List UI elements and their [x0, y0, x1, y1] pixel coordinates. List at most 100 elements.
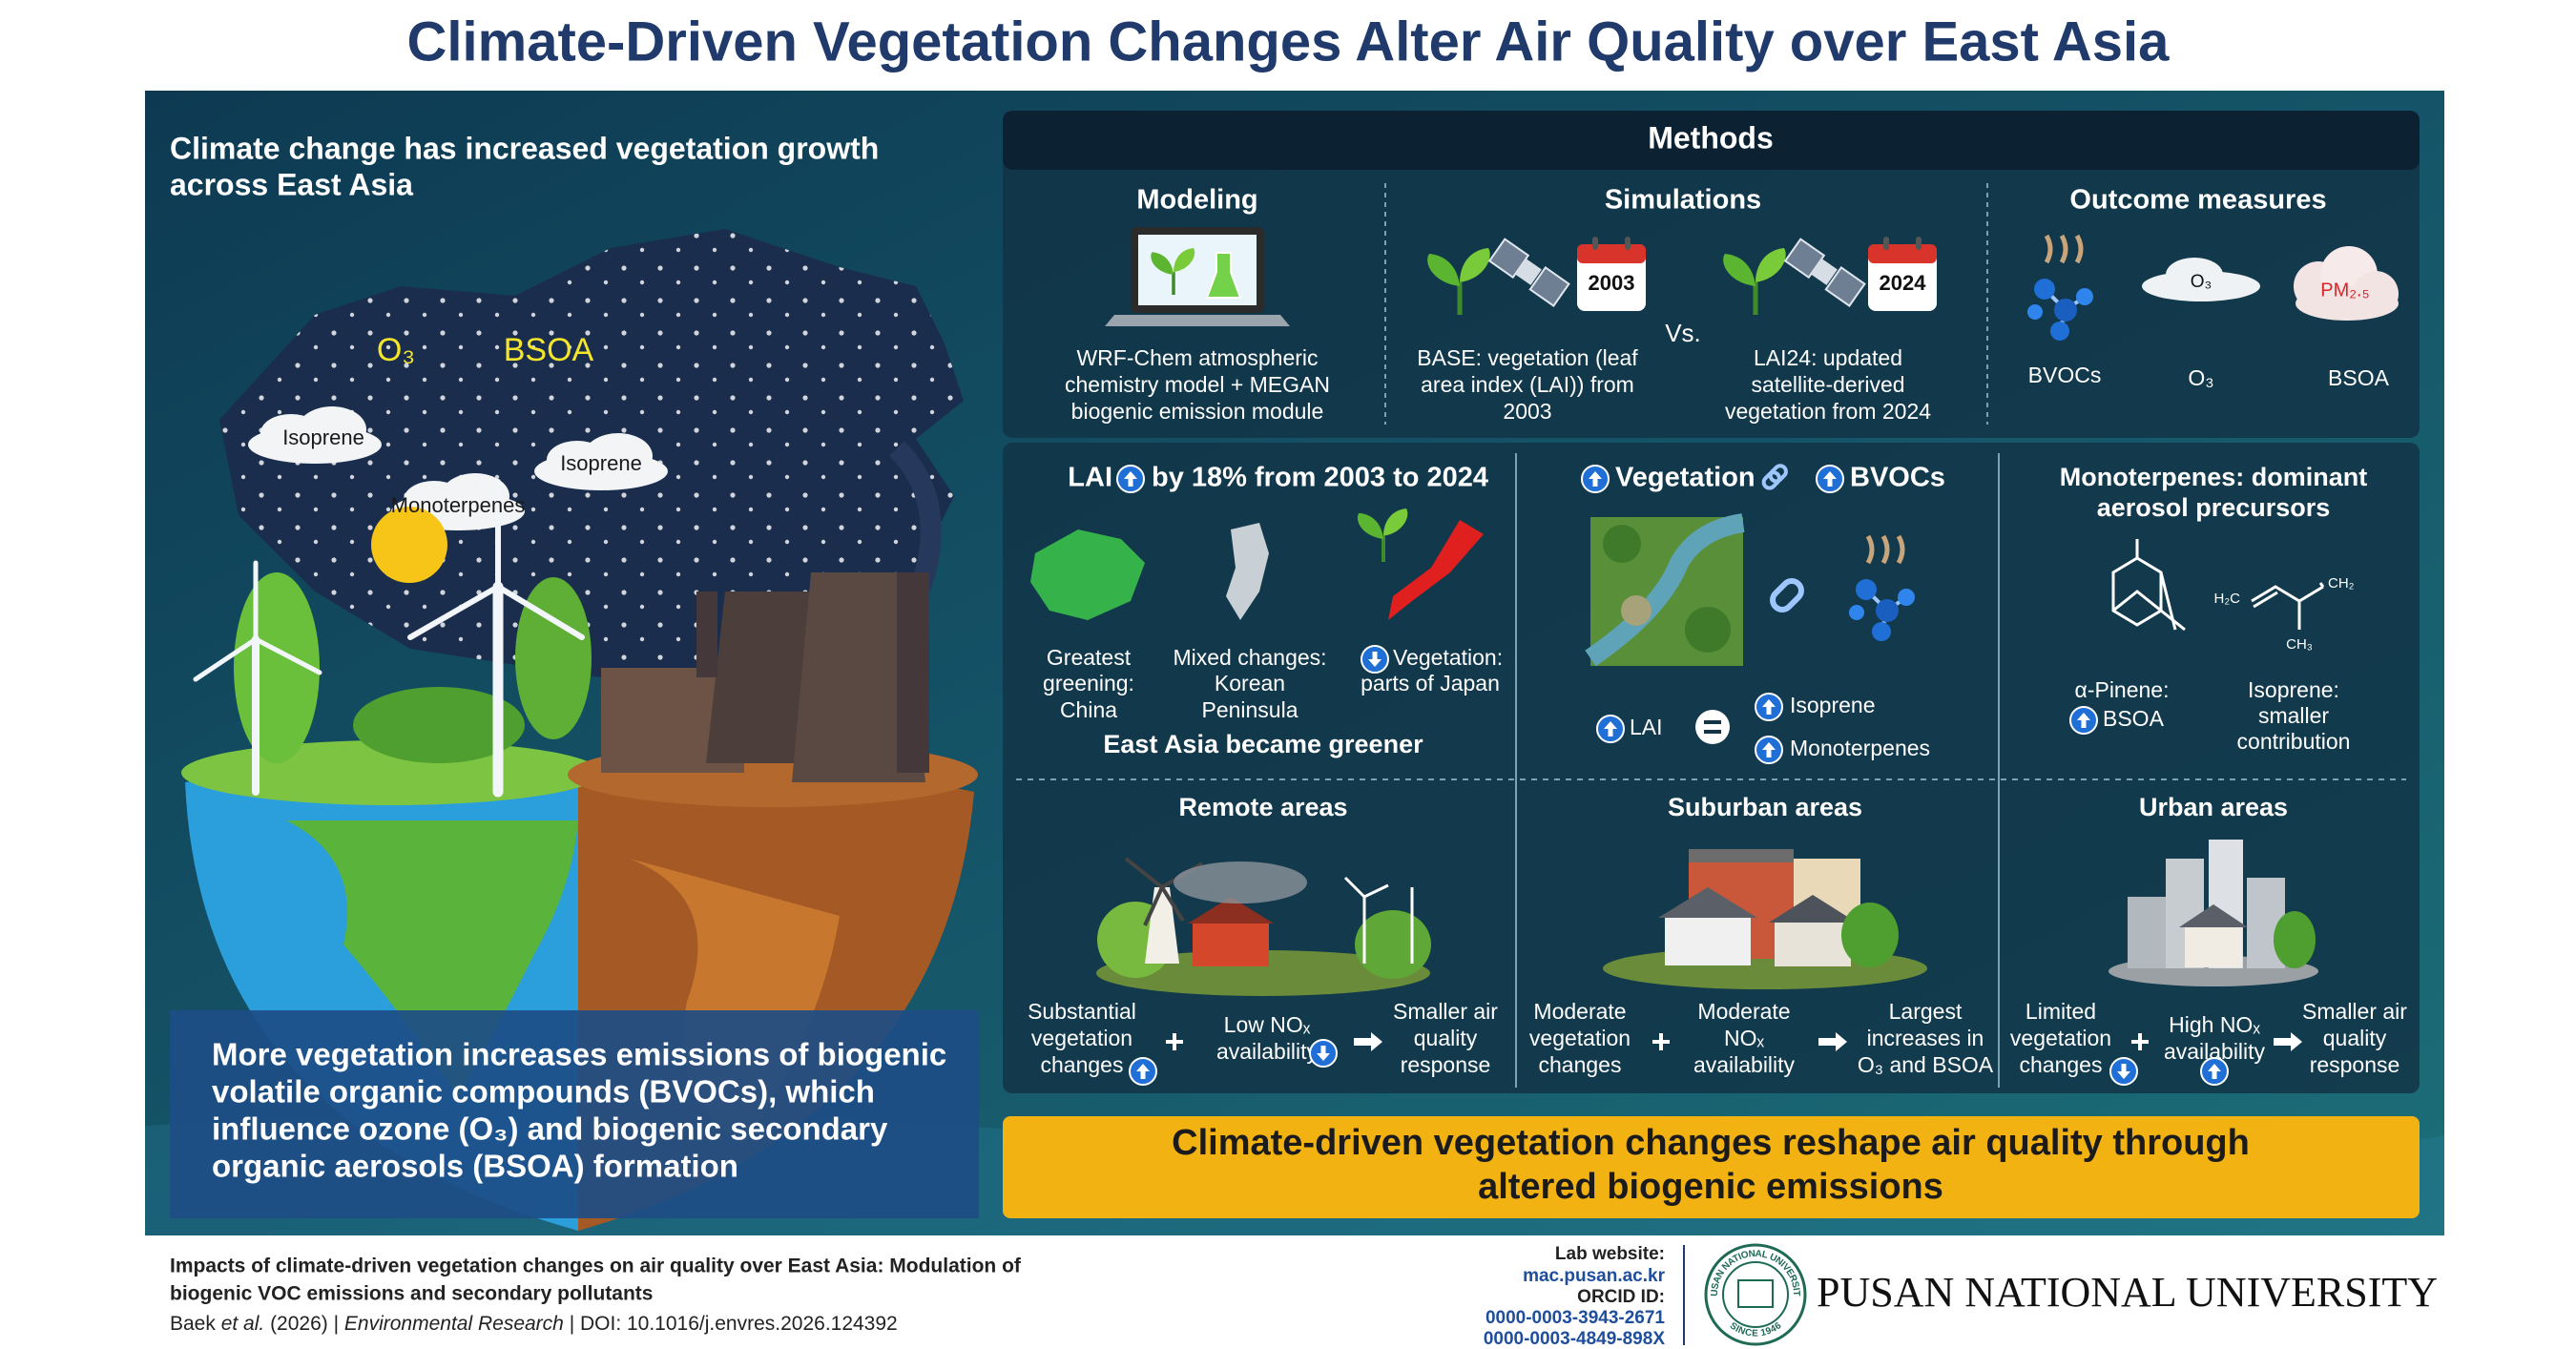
up-arrow-icon: [1129, 1057, 1157, 1086]
left-heading: across East Asia: [170, 167, 413, 201]
lai-heading: by 18% from 2003 to 2024: [1152, 463, 1488, 493]
lai24-text: satellite-derived: [1751, 372, 1904, 397]
monoterpenes-heading: aerosol precursors: [2097, 493, 2331, 522]
equation-term: Monoterpenes: [1790, 736, 1930, 760]
lab-url: mac.pusan.ac.kr: [1523, 1266, 1666, 1286]
down-arrow-icon: [1361, 645, 1389, 674]
suburban-scene: [1603, 849, 1927, 989]
outcome-label: BSOA: [2328, 365, 2390, 390]
lab-label: Lab website:: [1555, 1244, 1665, 1264]
pm-cloud-icon: [2294, 246, 2399, 321]
citation-title: biogenic VOC emissions and secondary pol…: [170, 1283, 653, 1305]
simulations-heading: Simulations: [1605, 185, 1761, 216]
region-label: China: [1060, 697, 1117, 722]
citation-part: Baek: [170, 1313, 221, 1335]
down-arrow-icon: [2109, 1057, 2138, 1086]
region-label: greening:: [1043, 671, 1134, 695]
area-text: Moderate: [1697, 999, 1790, 1024]
up-arrow-icon: [1581, 465, 1610, 493]
equation-term: LAI: [1630, 715, 1663, 739]
summary-line: volatile organic compounds (BVOCs), whic…: [212, 1074, 875, 1110]
area-heading: Suburban areas: [1668, 793, 1862, 821]
versus: Vs.: [1665, 319, 1701, 347]
area-text: response: [2310, 1052, 2400, 1077]
link-icon: [1761, 464, 1788, 490]
map-label: BSOA: [504, 332, 594, 368]
alpha-pinene-label: BSOA: [2103, 706, 2165, 731]
japan-map: [1388, 520, 1484, 620]
outcome-heading: Outcome measures: [2069, 185, 2326, 216]
isoprene-label: contribution: [2237, 729, 2351, 754]
molecule-label: CH₃: [2286, 636, 2313, 653]
chimney: [897, 572, 929, 773]
up-arrow-icon: [2200, 1057, 2229, 1086]
equation-term: Isoprene: [1790, 693, 1876, 717]
outcome-label: O₃: [2188, 365, 2213, 390]
title: Climate-Driven Vegetation Changes Alter …: [407, 10, 2171, 73]
citation-title: Impacts of climate-driven vegetation cha…: [170, 1256, 1022, 1277]
area-text: Limited: [2025, 999, 2096, 1024]
area-text: Low NOₓ: [1224, 1012, 1311, 1037]
area-text: vegetation: [2010, 1026, 2111, 1050]
area-text: vegetation: [1031, 1026, 1132, 1050]
area-text: quality: [2323, 1026, 2387, 1050]
map-label: O₃: [377, 332, 415, 368]
up-arrow-icon: [1116, 465, 1145, 493]
down-arrow-icon: [1309, 1039, 1338, 1068]
seal: [1704, 1243, 1807, 1346]
calendar-year: 2003: [1589, 271, 1635, 295]
calendar-year: 2024: [1880, 271, 1927, 295]
citation-part: et al.: [221, 1313, 265, 1335]
modeling-text: chemistry model + MEGAN: [1065, 372, 1330, 397]
region-label: Peninsula: [1201, 697, 1298, 722]
area-text: Moderate: [1533, 999, 1626, 1024]
summary-line: More vegetation increases emissions of b…: [212, 1037, 946, 1072]
cloud-label: Monoterpenes: [391, 493, 526, 517]
korea-map: [1226, 523, 1269, 620]
veg-heading: Vegetation: [1615, 463, 1755, 493]
region-label: Greatest: [1047, 645, 1132, 670]
up-arrow-icon: [1596, 715, 1625, 743]
citation-part: | DOI: 10.1016/j.envres.2026.124392: [564, 1313, 898, 1335]
left-illustration: [181, 229, 978, 1231]
aerial-image: [1585, 513, 1745, 667]
area-text: changes: [1539, 1052, 1622, 1077]
header-band: [0, 0, 2576, 91]
o3-cloud-icon: [2142, 258, 2260, 301]
area-text: changes: [1041, 1052, 1124, 1077]
methods-header: [1003, 111, 2420, 170]
area-text: O₃ and BSOA: [1858, 1052, 1994, 1077]
methods-panel: [1003, 111, 2420, 438]
banner-text: altered biogenic emissions: [1478, 1167, 1943, 1207]
urban-scene: [2109, 840, 2318, 986]
region-label: Vegetation:: [1393, 645, 1503, 670]
area-text: Smaller air: [1393, 999, 1498, 1024]
area-text: NOₓ: [1724, 1026, 1765, 1050]
area-text: Substantial: [1028, 999, 1136, 1024]
up-arrow-icon: [2069, 706, 2098, 735]
base-text: 2003: [1503, 399, 1551, 424]
area-heading: Remote areas: [1178, 793, 1347, 821]
monoterpenes-heading: Monoterpenes: dominant: [2060, 463, 2368, 491]
cloud-label: Isoprene: [282, 425, 364, 449]
lai-conclusion: East Asia became greener: [1103, 730, 1423, 758]
lai24-text: vegetation from 2024: [1725, 399, 1931, 424]
summary-line: organic aerosols (BSOA) formation: [212, 1149, 738, 1184]
icon-label: O₃: [2191, 272, 2212, 292]
conclusion-banner: [1003, 1116, 2420, 1218]
university-name: PUSAN NATIONAL UNIVERSITY: [1817, 1269, 2438, 1316]
globe-land: [630, 859, 840, 1145]
methods-title: Methods: [1648, 120, 1774, 155]
region-label: Korean: [1215, 671, 1285, 695]
link-icon: [1770, 578, 1804, 612]
area-text: changes: [2020, 1052, 2103, 1077]
lai-heading: LAI: [1068, 463, 1112, 493]
cooling-tower: [792, 572, 925, 782]
laptop-icon: [1105, 227, 1290, 326]
area-text: availability: [1693, 1052, 1796, 1077]
area-text: availability: [1216, 1039, 1319, 1064]
isoprene-label: smaller: [2258, 703, 2329, 728]
orcid: 0000-0003-3943-2671: [1485, 1308, 1665, 1328]
orcid-label: ORCID ID:: [1577, 1287, 1665, 1307]
area-text: quality: [1414, 1026, 1478, 1050]
